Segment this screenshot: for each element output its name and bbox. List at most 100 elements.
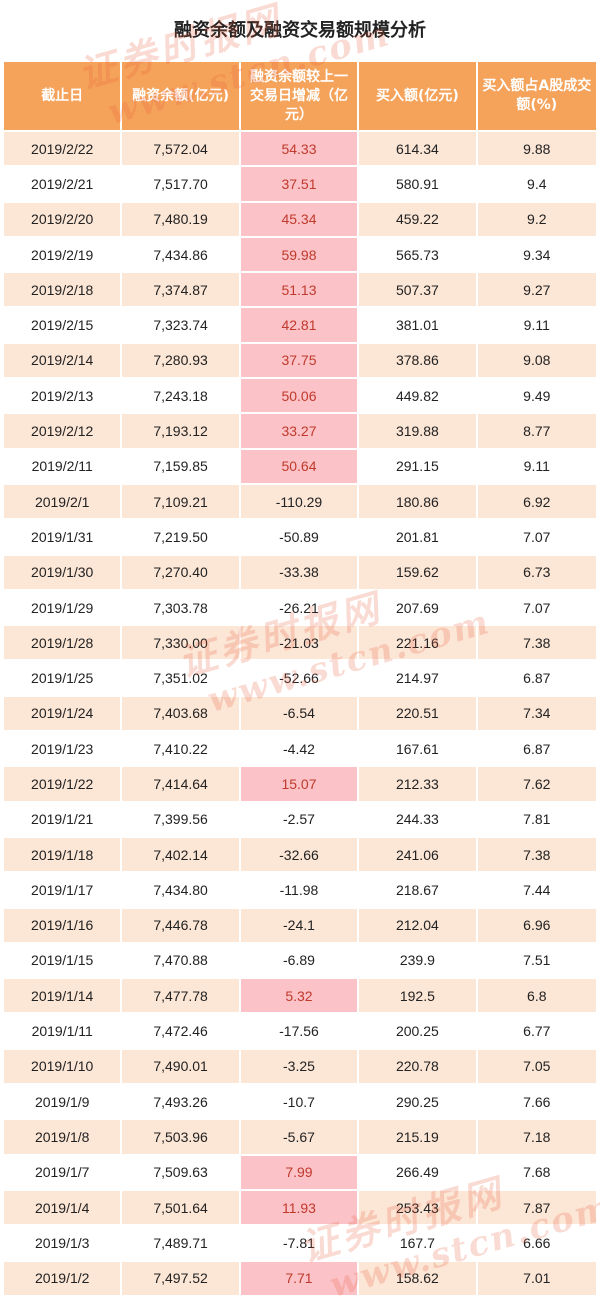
cell-buy: 220.78 — [359, 1049, 476, 1084]
cell-date: 2019/1/22 — [4, 767, 121, 801]
cell-change: -26.21 — [240, 590, 358, 625]
cell-buy-ratio: 8.77 — [477, 414, 596, 448]
table-body: 2019/2/22 7,572.04 54.33 614.34 9.88 2019/2/2… — [4, 132, 596, 1295]
table-row: 2019/1/9 7,493.26 -10.7 290.25 7.66 — [4, 1085, 596, 1119]
cell-date: 2019/2/20 — [4, 202, 121, 236]
cell-buy-ratio: 7.38 — [477, 626, 596, 660]
table-row: 2019/2/14 7,280.93 37.75 378.86 9.08 — [4, 343, 596, 378]
cell-change: 51.13 — [240, 273, 358, 307]
cell-buy: 192.5 — [359, 979, 476, 1013]
cell-buy-ratio: 9.4 — [477, 167, 596, 201]
cell-buy-ratio: 7.18 — [477, 1120, 596, 1154]
column-header-change: 融资余额较上一交易日增减（亿元） — [240, 62, 358, 130]
cell-buy: 167.61 — [359, 732, 476, 766]
cell-balance: 7,374.87 — [122, 273, 239, 307]
cell-buy-ratio: 6.96 — [477, 908, 596, 942]
cell-date: 2019/1/23 — [4, 732, 121, 766]
table-row: 2019/1/30 7,270.40 -33.38 159.62 6.73 — [4, 555, 596, 589]
cell-balance: 7,219.50 — [122, 520, 239, 554]
cell-change: -33.38 — [240, 555, 358, 589]
cell-buy-ratio: 7.66 — [477, 1085, 596, 1119]
cell-buy: 214.97 — [359, 661, 476, 695]
cell-date: 2019/1/11 — [4, 1014, 121, 1048]
cell-buy: 200.25 — [359, 1014, 476, 1048]
cell-balance: 7,434.86 — [122, 237, 239, 272]
cell-change: -110.29 — [240, 484, 358, 519]
cell-buy: 215.19 — [359, 1120, 476, 1154]
cell-balance: 7,489.71 — [122, 1226, 239, 1260]
cell-buy-ratio: 9.88 — [477, 132, 596, 166]
cell-change: 37.75 — [240, 343, 358, 378]
table-row: 2019/1/25 7,351.02 -52.66 214.97 6.87 — [4, 661, 596, 695]
cell-buy: 159.62 — [359, 555, 476, 589]
table-row: 2019/2/11 7,159.85 50.64 291.15 9.11 — [4, 449, 596, 483]
cell-buy: 212.33 — [359, 767, 476, 801]
cell-change: -4.42 — [240, 732, 358, 766]
cell-date: 2019/1/25 — [4, 661, 121, 695]
cell-balance: 7,490.01 — [122, 1049, 239, 1084]
cell-date: 2019/1/3 — [4, 1226, 121, 1260]
cell-date: 2019/2/13 — [4, 379, 121, 413]
cell-buy-ratio: 7.05 — [477, 1049, 596, 1084]
cell-change: 7.99 — [240, 1155, 358, 1189]
table-row: 2019/1/15 7,470.88 -6.89 239.9 7.51 — [4, 943, 596, 978]
cell-buy-ratio: 7.07 — [477, 520, 596, 554]
cell-balance: 7,410.22 — [122, 732, 239, 766]
cell-buy: 218.67 — [359, 873, 476, 907]
cell-buy-ratio: 6.92 — [477, 484, 596, 519]
cell-buy-ratio: 9.08 — [477, 343, 596, 378]
cell-buy-ratio: 6.8 — [477, 979, 596, 1013]
cell-date: 2019/2/18 — [4, 273, 121, 307]
cell-change: -24.1 — [240, 908, 358, 942]
cell-buy-ratio: 7.07 — [477, 590, 596, 625]
cell-buy: 507.37 — [359, 273, 476, 307]
cell-buy: 167.7 — [359, 1226, 476, 1260]
cell-balance: 7,434.80 — [122, 873, 239, 907]
cell-buy-ratio: 6.77 — [477, 1014, 596, 1048]
table-row: 2019/2/12 7,193.12 33.27 319.88 8.77 — [4, 414, 596, 448]
cell-buy-ratio: 9.34 — [477, 237, 596, 272]
cell-change: 59.98 — [240, 237, 358, 272]
cell-buy-ratio: 7.44 — [477, 873, 596, 907]
cell-buy: 201.81 — [359, 520, 476, 554]
cell-buy: 290.25 — [359, 1085, 476, 1119]
table-row: 2019/2/22 7,572.04 54.33 614.34 9.88 — [4, 132, 596, 166]
cell-balance: 7,517.70 — [122, 167, 239, 201]
cell-buy: 381.01 — [359, 308, 476, 342]
column-header-balance: 融资余额(亿元) — [122, 62, 239, 130]
cell-buy: 291.15 — [359, 449, 476, 483]
cell-date: 2019/1/29 — [4, 590, 121, 625]
cell-buy-ratio: 7.38 — [477, 837, 596, 872]
cell-date: 2019/1/21 — [4, 802, 121, 836]
cell-date: 2019/1/18 — [4, 837, 121, 872]
cell-change: -7.81 — [240, 1226, 358, 1260]
table-row: 2019/2/15 7,323.74 42.81 381.01 9.11 — [4, 308, 596, 342]
cell-buy: 180.86 — [359, 484, 476, 519]
cell-balance: 7,493.26 — [122, 1085, 239, 1119]
cell-balance: 7,446.78 — [122, 908, 239, 942]
cell-change: -6.89 — [240, 943, 358, 978]
page-title: 融资余额及融资交易额规模分析 — [174, 20, 426, 41]
cell-change: -50.89 — [240, 520, 358, 554]
cell-date: 2019/1/4 — [4, 1190, 121, 1225]
cell-buy: 565.73 — [359, 237, 476, 272]
table-row: 2019/1/18 7,402.14 -32.66 241.06 7.38 — [4, 837, 596, 872]
cell-buy-ratio: 9.49 — [477, 379, 596, 413]
cell-change: -11.98 — [240, 873, 358, 907]
cell-change: -52.66 — [240, 661, 358, 695]
cell-change: 45.34 — [240, 202, 358, 236]
cell-balance: 7,509.63 — [122, 1155, 239, 1189]
cell-balance: 7,501.64 — [122, 1190, 239, 1225]
column-header-buy-ratio: 买入额占A股成交额(%) — [477, 62, 596, 130]
cell-buy: 244.33 — [359, 802, 476, 836]
cell-buy-ratio: 6.73 — [477, 555, 596, 589]
cell-date: 2019/1/10 — [4, 1049, 121, 1084]
cell-buy: 580.91 — [359, 167, 476, 201]
table-row: 2019/1/4 7,501.64 11.93 253.43 7.87 — [4, 1190, 596, 1225]
column-header-buy: 买入额(亿元) — [359, 62, 476, 130]
cell-date: 2019/1/31 — [4, 520, 121, 554]
cell-change: 7.71 — [240, 1261, 358, 1295]
table-row: 2019/1/16 7,446.78 -24.1 212.04 6.96 — [4, 908, 596, 942]
table-row: 2019/2/13 7,243.18 50.06 449.82 9.49 — [4, 379, 596, 413]
cell-buy-ratio: 7.87 — [477, 1190, 596, 1225]
